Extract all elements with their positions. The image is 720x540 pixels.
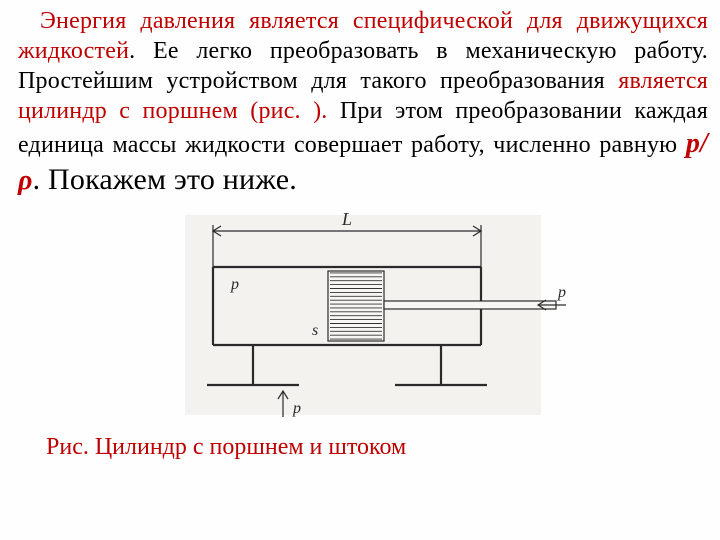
text-seg5: . Покажем это ниже.: [33, 163, 297, 196]
body-paragraph: Энергия давления является специфической …: [18, 6, 708, 199]
svg-text:p: p: [292, 400, 301, 417]
svg-text:s: s: [312, 322, 318, 339]
svg-text:p: p: [230, 276, 239, 293]
piston-diagram: Lp s p p: [153, 205, 573, 425]
svg-text:L: L: [341, 209, 352, 229]
figure-caption: Рис. Цилиндр с поршнем и штоком: [46, 434, 708, 461]
svg-text:p: p: [557, 284, 566, 301]
figure-container: Lp s p p: [18, 205, 708, 430]
page: Энергия давления является специфической …: [0, 0, 720, 467]
figure-svg-wrap: Lp s p p: [153, 205, 573, 430]
